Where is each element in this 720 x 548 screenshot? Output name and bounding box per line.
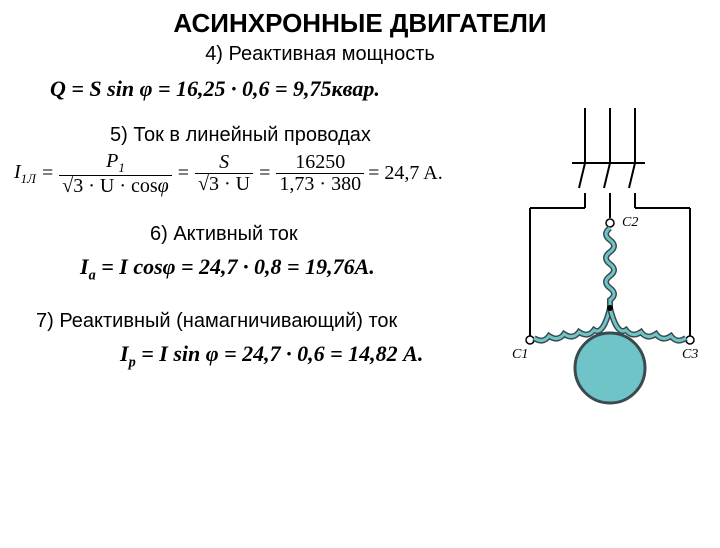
coil-c2	[606, 228, 614, 308]
frac-1: P1 √3 · U · cosφ	[59, 151, 171, 197]
den1-phi: φ	[158, 175, 169, 197]
num-S: S	[219, 151, 229, 173]
frac-2: S √3 · U	[195, 152, 253, 195]
num-16250: 16250	[276, 152, 364, 174]
den-173-380: 1,73 · 380	[276, 174, 364, 195]
switch-3	[629, 163, 635, 188]
sym-Ip: I	[120, 341, 129, 366]
den1-text: √3 · U · cos	[62, 175, 157, 197]
heading-4: 4) Реактивная мощность	[0, 43, 720, 66]
sym-I1L: I	[14, 161, 21, 183]
den-sqrt3U: √3 · U	[195, 174, 253, 195]
label-c1: C1	[512, 347, 528, 362]
sub-p1: 1	[118, 160, 125, 175]
result-247A: = 24,7 A.	[368, 162, 443, 185]
label-c2: C2	[622, 215, 638, 230]
sub-a: a	[89, 267, 96, 283]
label-c3: C3	[682, 347, 698, 362]
page-title: АСИНХРОННЫЕ ДВИГАТЕЛИ	[0, 8, 720, 39]
motor-wye-diagram: C2 C1 C3	[510, 108, 710, 408]
sub-1L: 1Л	[21, 171, 36, 186]
neutral-point	[607, 305, 613, 311]
switch-1	[579, 163, 585, 188]
switch-2	[604, 163, 610, 188]
frac-3: 16250 1,73 · 380	[276, 152, 364, 195]
terminal-c2	[606, 219, 614, 227]
sym-Ia: I	[80, 254, 89, 279]
rhs-reactive: = I sin φ = 24,7 · 0,6 = 14,82 A.	[136, 341, 424, 366]
rhs-active: = I cosφ = 24,7 · 0,8 = 19,76A.	[96, 254, 375, 279]
sub-p: p	[129, 354, 136, 370]
num-P1: P	[106, 150, 118, 172]
rotor-circle	[575, 333, 645, 403]
formula-reactive-power: Q = S sin φ = 16,25 · 0,6 = 9,75квар.	[50, 76, 720, 102]
